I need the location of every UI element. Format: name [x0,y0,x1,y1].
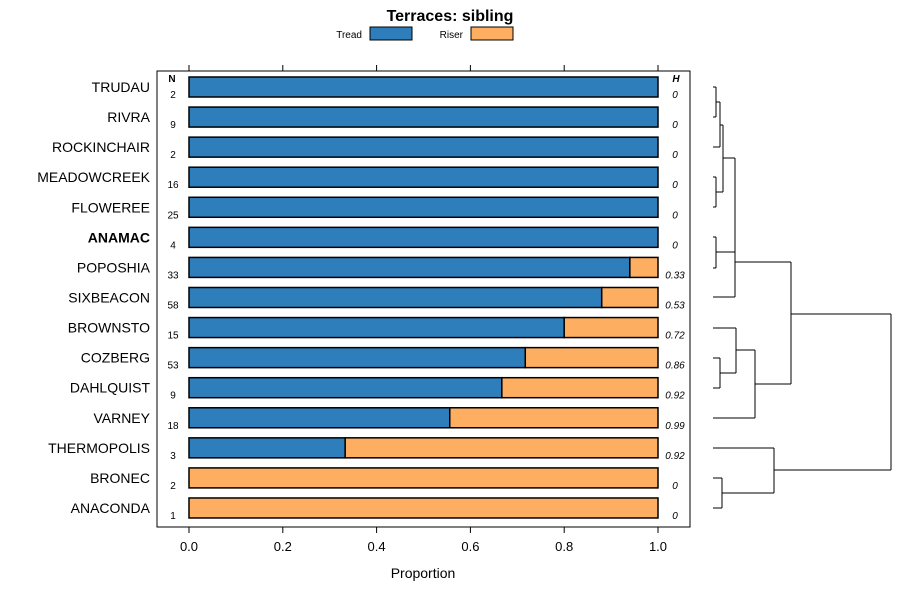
x-axis-label: Proportion [391,565,456,581]
dendrogram-branch [713,236,717,269]
top-ticks [188,65,659,71]
bars [188,76,659,519]
x-tick-label: 0.4 [368,539,386,554]
n-value: 53 [167,361,179,372]
n-value: 9 [170,391,176,402]
dendrogram-branch [735,261,792,385]
legend-label-tread: Tread [336,30,362,41]
legend-label-riser: Riser [440,30,464,41]
x-axis: 0.0 0.2 0.4 0.6 0.8 1.0 [180,527,667,554]
bar-riser [188,497,659,519]
bar-riser [629,256,659,279]
bar-tread [188,286,603,309]
bar-tread [188,316,565,339]
dendrogram [713,86,892,509]
h-value: 0.53 [665,300,685,311]
h-value: 0 [672,150,678,161]
h-value: 0 [672,90,678,101]
h-value: 0.86 [665,361,685,372]
x-tick-label: 1.0 [649,539,667,554]
h-value: 0 [672,120,678,131]
dendrogram-branch [713,349,756,419]
bar-riser [524,346,659,369]
bar-riser [501,376,659,399]
n-value: 15 [167,331,179,342]
bar-riser [188,467,659,489]
category-label: BRONEC [90,470,150,486]
x-tick-label: 0.2 [274,539,292,554]
h-value: 0.33 [665,270,685,281]
dendrogram-branch [713,86,717,118]
category-label: THERMOPOLIS [48,440,150,456]
bar-tread [188,256,631,279]
n-value: 2 [170,150,176,161]
dendrogram-branch [716,157,736,297]
h-value: 0 [672,511,678,522]
h-value: 0 [672,240,678,251]
category-label: BROWNSTO [68,320,150,336]
bar-riser [563,316,659,339]
x-tick-label: 0.6 [461,539,479,554]
n-value: 58 [167,300,179,311]
n-value: 2 [170,481,176,492]
category-label: TRUDAU [92,79,150,95]
h-value: 0.99 [665,421,685,432]
category-label: FLOWEREE [71,199,150,215]
category-label: ANAMAC [88,229,150,245]
category-label: DAHLQUIST [70,380,151,396]
category-labels: TRUDAU 2 0 RIVRA 9 0 ROCKINCHAIR 2 0 MEADOWCREEK 1… [37,79,685,522]
bar-tread [188,376,503,399]
h-value: 0.92 [665,451,685,462]
h-header: H [672,74,680,85]
dendrogram-branch [713,176,717,208]
h-value: 0.72 [665,331,685,342]
plot-frame [156,70,691,528]
category-label: SIXBEACON [68,289,150,305]
bar-tread [188,166,659,188]
category-label: POPOSHIA [77,259,151,275]
dendrogram-branch [713,357,721,389]
bar-tread [188,136,659,158]
h-value: 0 [672,180,678,191]
h-value: 0.92 [665,391,685,402]
category-label: VARNEY [93,410,150,426]
dendrogram-branch [713,477,723,509]
bar-tread [188,407,451,429]
legend: Tread Riser [336,26,514,41]
legend-swatch-tread [369,26,413,41]
bar-tread [188,196,659,219]
n-value: 2 [170,90,176,101]
bar-tread [188,226,659,249]
n-value: 18 [167,421,179,432]
category-label: COZBERG [81,350,150,366]
n-value: 25 [167,210,179,221]
bar-tread [188,76,659,98]
legend-swatch-riser [470,26,514,41]
bar-tread [188,346,527,369]
h-value: 0 [672,210,678,221]
h-value: 0 [672,481,678,492]
n-value: 9 [170,120,176,131]
category-label: ANACONDA [71,500,151,516]
bar-riser [449,407,659,429]
n-header: N [168,74,175,85]
x-tick-label: 0.8 [555,539,573,554]
dendrogram-branch [713,327,737,374]
bar-tread [188,437,346,459]
chart-title: Terraces: sibling [387,8,514,25]
bar-riser [344,437,659,459]
n-value: 1 [170,511,176,522]
n-value: 3 [170,451,176,462]
x-tick-label: 0.0 [180,539,198,554]
bar-tread [188,106,659,128]
n-value: 16 [167,180,179,191]
category-label: RIVRA [107,109,150,125]
category-label: ROCKINCHAIR [52,139,150,155]
n-value: 33 [167,270,179,281]
n-value: 4 [170,240,176,251]
dendrogram-branch [774,313,892,471]
bar-riser [600,286,659,309]
category-label: MEADOWCREEK [37,169,150,185]
